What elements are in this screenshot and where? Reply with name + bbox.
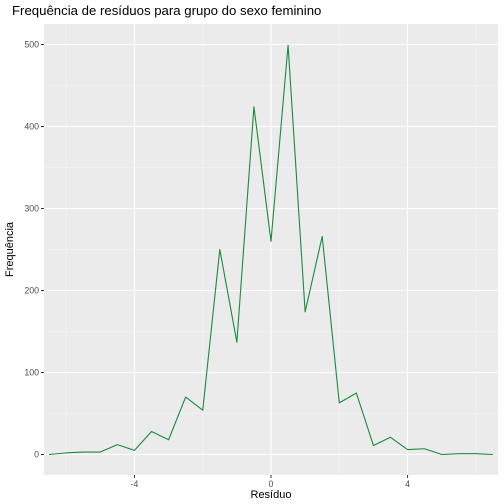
- chart-title: Frequência de resíduos para grupo do sex…: [12, 3, 321, 18]
- y-tick-label: 200: [24, 286, 39, 296]
- x-tick-label: -4: [131, 479, 139, 489]
- grid-major: [44, 24, 498, 475]
- x-tick-label: 4: [405, 479, 410, 489]
- series-line: [49, 44, 493, 456]
- x-tick-label: 0: [269, 479, 274, 489]
- y-axis: 0 100 200 300 400 500: [24, 40, 44, 460]
- y-tick-label: 500: [24, 40, 39, 50]
- series-layer: [49, 44, 493, 456]
- y-tick-label: 0: [34, 450, 39, 460]
- y-tick-label: 400: [24, 122, 39, 132]
- x-axis-title: Resíduo: [251, 489, 292, 501]
- y-tick-label: 100: [24, 368, 39, 378]
- y-axis-title: Frequência: [4, 221, 16, 277]
- y-tick-label: 300: [24, 204, 39, 214]
- x-axis: -4 0 4: [131, 475, 410, 489]
